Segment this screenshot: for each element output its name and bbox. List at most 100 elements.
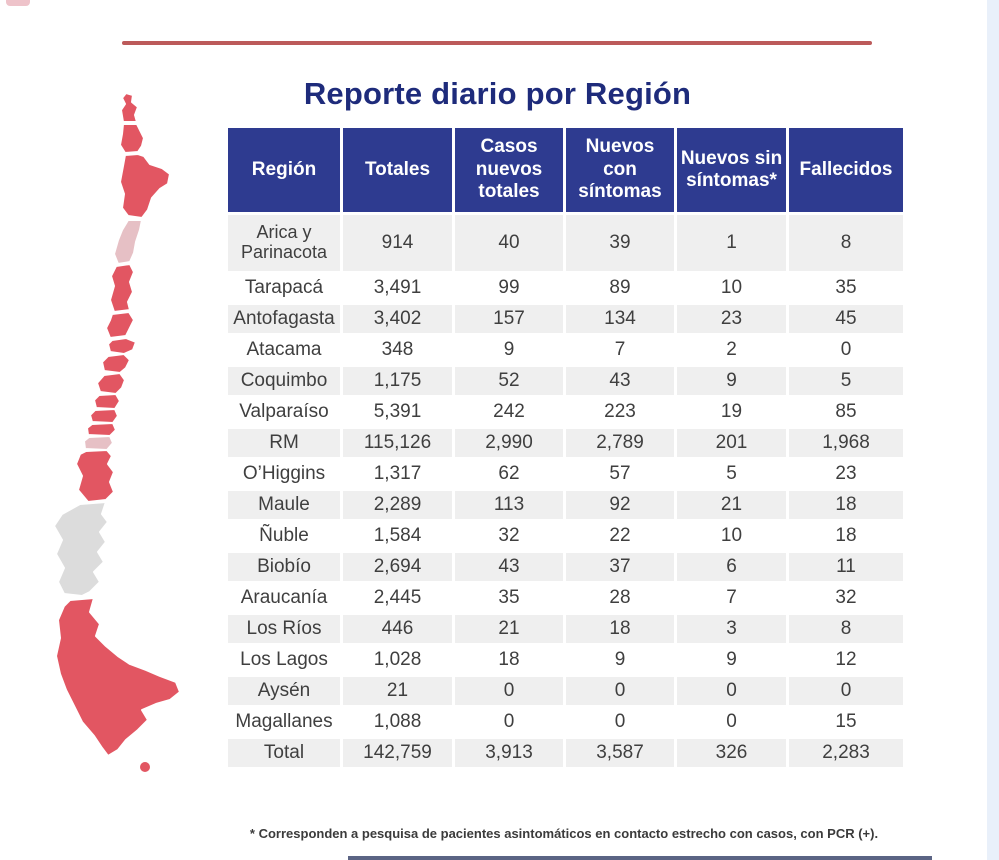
value-cell: 2,789 [563,426,677,460]
table-row: Magallanes 1,088 0 0 0 15 [225,705,906,739]
page-title: Reporte diario por Región [303,75,692,111]
map-region-biobio [89,408,119,424]
region-cell: Valparaíso [225,395,343,429]
region-cell: Magallanes [225,705,343,739]
region-cell: RM [225,426,343,460]
value-cell: 2,445 [340,581,455,615]
table-header-row: Región Totales Casos nuevos totales Nuevos … [225,125,906,215]
value-cell: 2,694 [340,550,455,584]
map-region-maule [96,372,126,395]
value-cell: 3,491 [340,271,455,305]
value-cell: 134 [563,302,677,336]
value-cell: 1,317 [340,457,455,491]
table-row: Total 142,759 3,913 3,587 326 2,283 [225,736,906,770]
column-header: Nuevos sin síntomas* [674,125,789,215]
table-row: Maule 2,289 113 92 21 18 [225,488,906,522]
value-cell: 0 [786,674,906,708]
table-row: Atacama 348 9 7 2 0 [225,333,906,367]
region-cell: Coquimbo [225,364,343,398]
region-cell: Araucanía [225,581,343,615]
value-cell: 19 [674,395,789,429]
value-cell: 5,391 [340,395,455,429]
region-report-table: Región Totales Casos nuevos totales Nuevos … [225,125,906,770]
map-region-aysen [53,501,109,597]
value-cell: 1,175 [340,364,455,398]
value-cell: 1 [674,212,789,274]
value-cell: 22 [563,519,677,553]
corner-decoration [6,0,30,6]
map-region-coquimbo [109,263,135,313]
value-cell: 62 [452,457,566,491]
value-cell: 12 [786,643,906,677]
region-cell: O’Higgins [225,457,343,491]
value-cell: 326 [674,736,789,770]
value-cell: 157 [452,302,566,336]
region-cell: Arica y Parinacota [225,212,343,274]
table-row: Los Ríos 446 21 18 3 8 [225,612,906,646]
region-cell: Los Ríos [225,612,343,646]
value-cell: 5 [674,457,789,491]
value-cell: 21 [452,612,566,646]
value-cell: 23 [674,302,789,336]
value-cell: 1,088 [340,705,455,739]
value-cell: 35 [452,581,566,615]
value-cell: 9 [563,643,677,677]
value-cell: 99 [452,271,566,305]
value-cell: 11 [786,550,906,584]
table-row: Tarapacá 3,491 99 89 10 35 [225,271,906,305]
top-divider-line [122,41,872,45]
value-cell: 446 [340,612,455,646]
value-cell: 43 [452,550,566,584]
value-cell: 0 [563,705,677,739]
value-cell: 18 [786,488,906,522]
value-cell: 89 [563,271,677,305]
value-cell: 0 [452,705,566,739]
value-cell: 57 [563,457,677,491]
table-row: Arica y Parinacota 914 40 39 1 8 [225,212,906,274]
region-cell: Ñuble [225,519,343,553]
value-cell: 32 [786,581,906,615]
value-cell: 3 [674,612,789,646]
map-region-arica-y-parinacota [120,92,139,123]
value-cell: 1,584 [340,519,455,553]
asymptomatic-footnote: * Corresponden a pesquisa de pacientes a… [249,826,879,841]
value-cell: 348 [340,333,455,367]
table-row: Antofagasta 3,402 157 134 23 45 [225,302,906,336]
value-cell: 9 [452,333,566,367]
value-cell: 914 [340,212,455,274]
value-cell: 10 [674,271,789,305]
value-cell: 15 [786,705,906,739]
map-region-araucania [86,422,117,437]
region-cell: Total [225,736,343,770]
map-region-ohiggins [101,353,131,374]
value-cell: 9 [674,364,789,398]
map-region-atacama [113,219,143,265]
table-row: Araucanía 2,445 35 28 7 32 [225,581,906,615]
value-cell: 142,759 [340,736,455,770]
region-cell: Antofagasta [225,302,343,336]
value-cell: 10 [674,519,789,553]
value-cell: 5 [786,364,906,398]
value-cell: 85 [786,395,906,429]
value-cell: 21 [340,674,455,708]
value-cell: 18 [452,643,566,677]
value-cell: 7 [563,333,677,367]
value-cell: 8 [786,212,906,274]
value-cell: 0 [563,674,677,708]
value-cell: 0 [674,705,789,739]
value-cell: 52 [452,364,566,398]
table-body: Arica y Parinacota 914 40 39 1 8 Tarapacá 3,491… [225,212,906,770]
value-cell: 3,402 [340,302,455,336]
map-region-loslagos [75,449,115,503]
value-cell: 7 [674,581,789,615]
value-cell: 113 [452,488,566,522]
value-cell: 2,990 [452,426,566,460]
table-row: Los Lagos 1,028 18 9 9 12 [225,643,906,677]
right-edge-strip [987,0,999,860]
value-cell: 40 [452,212,566,274]
value-cell: 1,028 [340,643,455,677]
value-cell: 8 [786,612,906,646]
column-header: Casos nuevos totales [452,125,566,215]
value-cell: 21 [674,488,789,522]
table-row: O’Higgins 1,317 62 57 5 23 [225,457,906,491]
